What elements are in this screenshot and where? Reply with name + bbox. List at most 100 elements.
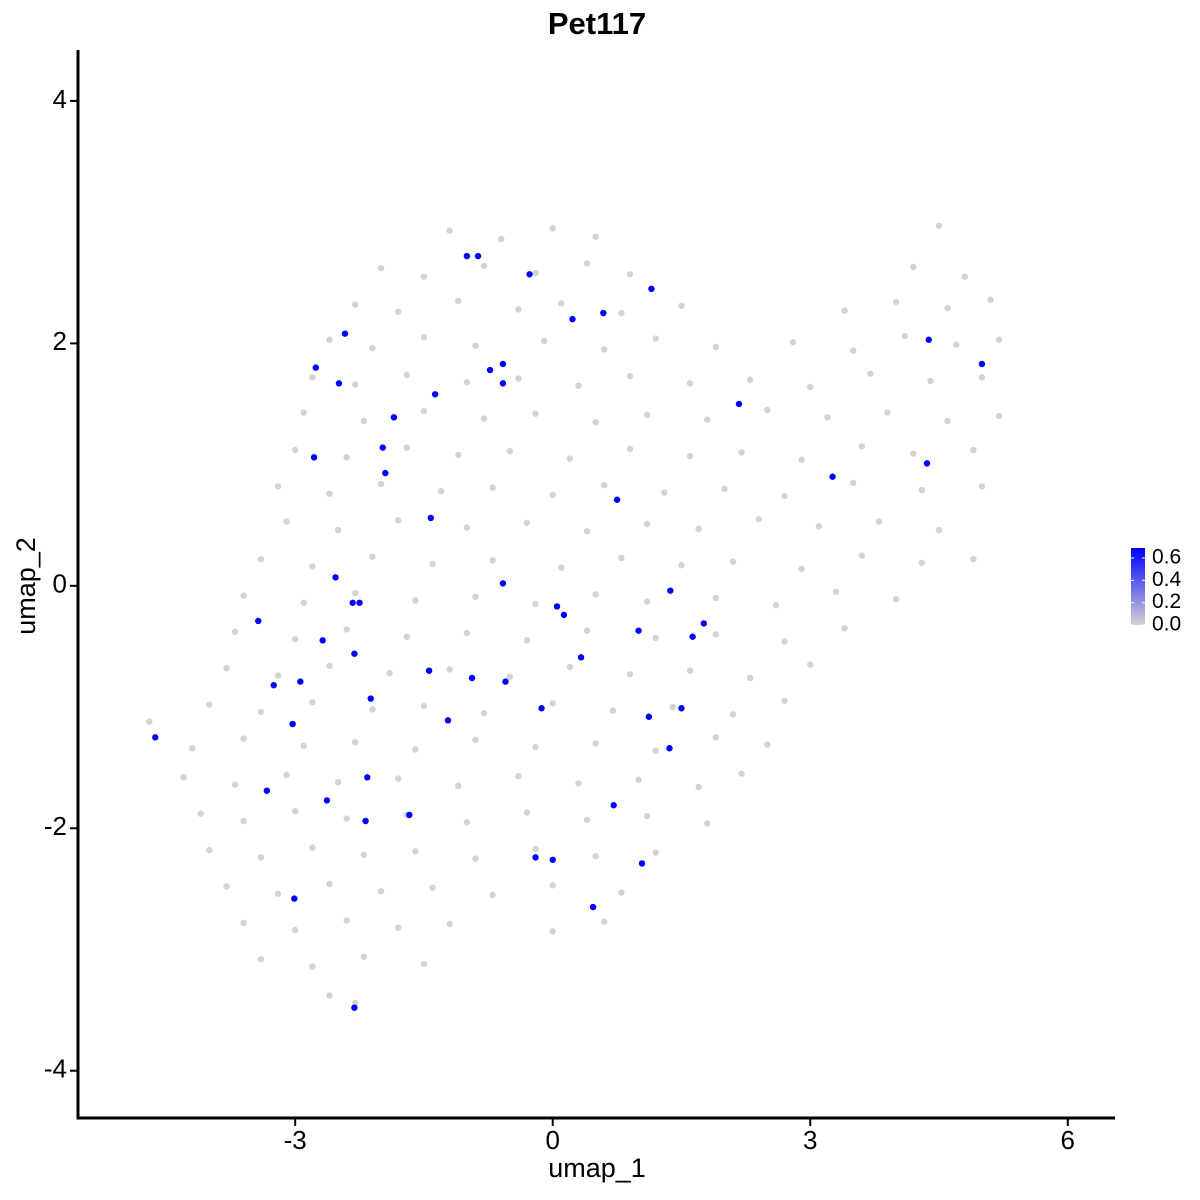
point <box>420 408 428 415</box>
point <box>291 446 299 454</box>
point <box>667 587 674 594</box>
point <box>669 703 677 711</box>
point <box>935 526 943 534</box>
point <box>463 629 471 637</box>
point <box>489 891 496 899</box>
point <box>352 999 359 1007</box>
point <box>429 884 436 891</box>
point <box>798 456 805 463</box>
point <box>858 552 865 559</box>
point <box>704 416 711 423</box>
point <box>626 671 634 678</box>
x-axis-label: umap_1 <box>548 1153 646 1183</box>
point <box>309 374 316 381</box>
point <box>270 682 277 689</box>
point <box>781 638 788 645</box>
point <box>326 490 333 497</box>
point <box>506 448 513 455</box>
x-tick-label: 0 <box>545 1125 559 1155</box>
point <box>360 953 368 960</box>
point <box>643 520 651 528</box>
point <box>319 637 326 644</box>
point <box>884 409 891 416</box>
point <box>263 787 271 794</box>
point <box>978 360 986 368</box>
colorbar-tick-label: 0.0 <box>1152 613 1181 636</box>
point <box>735 400 743 408</box>
point <box>532 600 539 608</box>
point <box>455 297 462 305</box>
point <box>712 594 720 602</box>
point <box>575 780 582 787</box>
point <box>291 808 299 815</box>
point <box>892 595 900 603</box>
point <box>369 553 376 560</box>
point <box>455 782 462 790</box>
point <box>935 222 943 229</box>
point <box>618 889 625 896</box>
point <box>781 492 788 500</box>
point <box>613 496 621 503</box>
point <box>291 895 298 902</box>
point <box>499 580 507 587</box>
point <box>291 635 299 643</box>
point <box>343 815 350 822</box>
point <box>300 742 307 750</box>
point <box>901 332 908 340</box>
point <box>257 854 265 861</box>
point <box>390 414 398 421</box>
point <box>841 625 848 632</box>
point <box>961 273 968 280</box>
point <box>341 330 349 337</box>
point <box>849 479 857 486</box>
point <box>332 574 339 581</box>
point <box>918 486 926 494</box>
point <box>638 860 646 867</box>
point <box>312 364 319 371</box>
point <box>695 783 702 791</box>
point <box>377 265 385 272</box>
point <box>472 736 479 743</box>
point <box>678 705 685 712</box>
point <box>352 589 359 597</box>
point <box>420 960 428 968</box>
point <box>420 273 428 280</box>
point <box>472 593 479 600</box>
point <box>858 443 865 450</box>
point <box>231 781 239 788</box>
point <box>274 890 282 897</box>
y-tick-label: 4 <box>53 84 67 114</box>
point <box>560 611 568 619</box>
point <box>549 225 556 232</box>
point <box>666 745 673 752</box>
point <box>180 774 187 781</box>
y-tick-label: 2 <box>53 326 67 356</box>
point <box>764 406 771 414</box>
point <box>635 627 642 634</box>
point <box>257 555 265 563</box>
point <box>472 342 479 349</box>
point <box>609 707 617 714</box>
point <box>712 631 720 638</box>
point <box>425 667 433 674</box>
point <box>532 845 539 853</box>
point <box>446 920 453 928</box>
point <box>569 315 576 323</box>
point <box>499 380 507 387</box>
point <box>721 485 728 493</box>
point <box>532 854 539 861</box>
point <box>274 483 282 490</box>
y-tick-label: -2 <box>44 811 67 841</box>
point <box>382 469 389 477</box>
point <box>394 775 402 782</box>
point <box>486 366 494 374</box>
point <box>712 734 720 741</box>
point <box>334 779 342 786</box>
point <box>600 309 607 317</box>
point <box>695 525 702 533</box>
point <box>351 650 358 657</box>
point <box>455 451 462 459</box>
point <box>489 557 496 564</box>
point <box>394 308 402 316</box>
